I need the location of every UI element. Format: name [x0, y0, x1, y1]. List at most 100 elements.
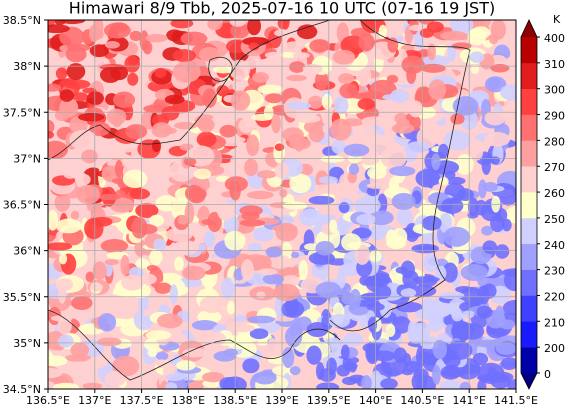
cloud-patch	[315, 240, 335, 256]
cloud-patch	[182, 265, 206, 281]
colorbar-tick-label: 300	[544, 84, 565, 97]
cloud-patch	[135, 203, 159, 218]
cloud-patch	[154, 282, 172, 294]
cloud-patch	[154, 67, 167, 78]
cloud-patch	[338, 73, 354, 85]
cloud-patch	[241, 259, 254, 281]
cloud-patch	[358, 33, 375, 52]
cloud-patch	[341, 376, 358, 386]
cloud-patch	[86, 91, 104, 105]
cloud-patch	[385, 323, 396, 337]
cloud-patch	[298, 259, 308, 281]
cloud-patch	[257, 268, 278, 276]
colorbar-segment	[521, 347, 537, 374]
cloud-patch	[226, 39, 247, 54]
y-tick-label: 36°N	[13, 245, 41, 258]
cloud-patch	[125, 124, 148, 140]
cloud-patch	[127, 72, 139, 86]
cloud-patch	[286, 74, 307, 82]
cloud-patch	[420, 63, 446, 73]
cloud-patch	[428, 79, 447, 101]
cloud-patch	[129, 30, 143, 42]
cloud-patch	[133, 289, 144, 297]
cloud-patch	[490, 20, 507, 40]
cloud-patch	[252, 71, 269, 83]
cloud-patch	[391, 123, 415, 134]
cloud-patch	[393, 347, 408, 364]
cloud-patch	[92, 261, 107, 280]
cloud-patch	[114, 159, 124, 178]
cloud-patch	[401, 44, 415, 51]
cloud-patch	[442, 262, 458, 283]
cloud-patch	[247, 315, 276, 324]
cloud-patch	[266, 338, 279, 358]
cloud-patch	[357, 98, 376, 110]
cloud-patch	[459, 381, 472, 389]
cloud-patch	[242, 358, 260, 374]
cloud-patch	[256, 170, 277, 179]
cloud-patch	[343, 361, 358, 370]
cloud-patch	[129, 188, 150, 200]
cloud-patch	[502, 300, 516, 316]
cloud-patch	[413, 368, 429, 382]
cloud-patch	[406, 66, 417, 84]
colorbar-segment	[521, 88, 537, 115]
cloud-patch	[48, 242, 73, 251]
cloud-patch	[279, 266, 303, 279]
cloud-patch	[72, 92, 89, 102]
cloud-patch	[338, 202, 350, 214]
cloud-patch	[473, 339, 502, 348]
cloud-patch	[204, 187, 216, 209]
cloud-patch	[291, 251, 300, 259]
cloud-patch	[432, 184, 448, 192]
cloud-patch	[97, 313, 117, 332]
cloud-patch	[265, 246, 283, 258]
cloud-patch	[230, 324, 255, 333]
cloud-patch	[361, 116, 387, 126]
colorbar-segment	[521, 62, 537, 89]
cloud-patch	[440, 31, 468, 41]
cloud-patch	[228, 59, 251, 80]
cloud-patch	[184, 184, 204, 202]
y-tick-label: 38°N	[13, 60, 41, 73]
cloud-patch	[471, 26, 491, 39]
cloud-patch	[217, 201, 234, 221]
cloud-patch	[169, 284, 178, 304]
cloud-patch	[268, 255, 292, 269]
colorbar-tick-label: 290	[544, 110, 565, 123]
cloud-patch	[201, 372, 225, 383]
cloud-patch	[494, 305, 505, 327]
y-tick-label: 35.5°N	[3, 291, 41, 304]
cloud-patch	[149, 214, 165, 227]
cloud-patch	[219, 124, 237, 138]
cloud-patch	[432, 339, 447, 360]
cloud-patch	[281, 300, 305, 318]
cloud-patch	[439, 291, 465, 300]
cloud-patch	[202, 88, 217, 108]
cloud-patch	[153, 238, 167, 251]
cloud-patch	[174, 256, 184, 272]
cloud-patch	[58, 284, 67, 304]
cloud-patch	[442, 226, 470, 247]
colorbar-tick-label: 210	[544, 316, 565, 329]
cloud-patch	[297, 20, 307, 26]
colorbar-tick-label: 200	[544, 342, 565, 355]
cloud-patch	[156, 313, 183, 329]
cloud-patch	[253, 226, 275, 242]
cloud-patch	[484, 76, 507, 93]
map-title: Himawari 8/9 Tbb, 2025-07-16 10 UTC (07-…	[69, 0, 495, 18]
cloud-patch	[354, 244, 371, 265]
cloud-patch	[257, 84, 283, 95]
cloud-patch	[193, 168, 212, 180]
cloud-patch	[165, 227, 193, 242]
cloud-patch	[220, 136, 246, 144]
cloud-patch	[156, 351, 169, 361]
cloud-patch	[476, 305, 493, 319]
cloud-patch	[182, 347, 208, 358]
cloud-patch	[455, 153, 474, 175]
cloud-patch	[451, 42, 472, 50]
cloud-patch	[248, 42, 260, 51]
cloud-patch	[271, 107, 285, 115]
colorbar-segment	[521, 295, 537, 322]
colorbar-tick-label: 0	[544, 368, 551, 381]
